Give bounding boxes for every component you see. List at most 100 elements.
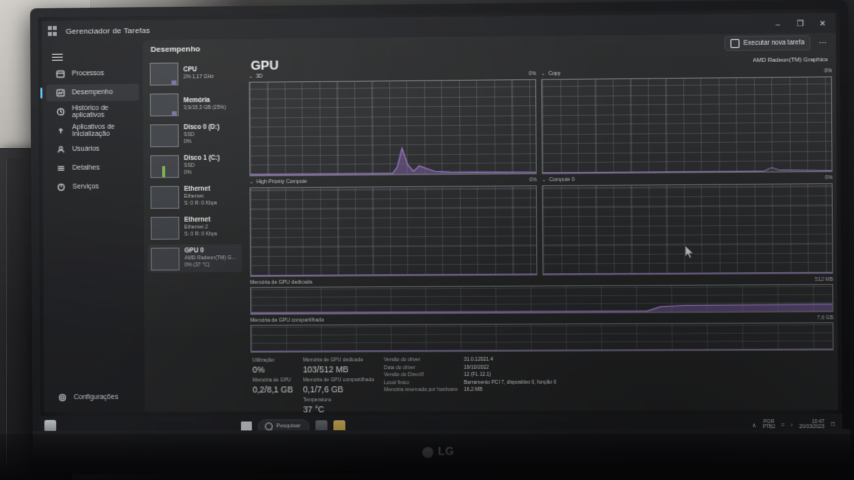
engine-charts-row-1: ⌄ 3D 0% [248,68,833,177]
resource-name: Disco 1 (C:) [183,154,220,162]
utilization-value: 0% [252,364,265,375]
sidebar-item-label: Histórico de aplicativos [71,104,109,119]
services-icon [57,183,66,192]
processes-icon [56,70,65,79]
sidebar-item-label: Serviços [72,183,99,191]
resource-text: Memória 3,9/15,3 GB (25%) [184,96,227,111]
resource-text: Disco 0 (D:) SSD 0% [184,124,220,146]
chart-hpc-plot [250,186,536,276]
task-manager-icon [47,25,59,36]
run-new-task-button[interactable]: Executar nova tarefa [724,34,811,51]
dedicated-stat-value: 103/512 MB [302,364,349,375]
stats-col-memory: Memória de GPU dedicada 103/512 MB Memór… [303,357,384,417]
sidebar-item-usuarios[interactable]: Usuários [47,140,140,158]
task-manager-window: Gerenciador de Tarefas – ❐ ✕ [41,12,839,414]
chevron-down-icon: ⌄ [248,73,253,80]
network-icon[interactable]: □ [781,422,785,429]
hamburger-icon[interactable] [42,42,143,65]
engine-chart-compute-0: ⌄ Compute 0 0% [541,175,834,276]
engine-chart-copy: ⌄ Copy 0% [541,68,833,175]
gpu-detail-pane: GPU AMD Radeon(TM) Graphics ⌄ 3D 0% [244,51,834,414]
sidebar-item-label: Configurações [73,393,119,402]
resource-sub1: 3,9/15,3 GB (25%) [183,104,227,111]
notifications-icon[interactable]: ☐ [830,422,836,429]
resource-sub2: 0% (37 °C) [184,262,210,269]
shared-memory-max: 7,6 GB [817,315,834,322]
mouse-cursor [684,244,695,259]
run-new-task-label: Executar nova tarefa [743,38,805,47]
sidebar-item-historico-de-aplicativos[interactable]: Histórico de aplicativos [46,103,139,121]
sidebar-item-label: Usuários [72,145,100,153]
maximize-button[interactable]: ❐ [796,18,804,28]
resource-sub1: 2% 1,17 GHz [183,73,214,80]
sidebar-item-detalhes[interactable]: Detalhes [47,159,140,177]
engine-chart-3d: ⌄ 3D 0% [248,71,537,177]
resource-name: Disco 0 (D:) [183,123,220,132]
header-actions: Executar nova tarefa ⋯ [724,34,828,51]
tray-chevron-icon[interactable]: ∧ [751,422,757,429]
engine-max: 0% [529,177,537,184]
resource-item-disco-0[interactable]: Disco 0 (D:) SSD 0% [147,121,241,150]
sidebar-item-label: Processos [71,70,105,78]
engine-label: Compute 0 [549,176,575,184]
window-controls: – ❐ ✕ [767,13,834,34]
chart-shared-plot [251,323,832,351]
monitor: Gerenciador de Tarefas – ❐ ✕ [30,0,851,475]
resource-sub2: 0% [183,169,192,176]
chevron-down-icon: ⌄ [541,177,547,184]
chevron-down-icon: ⌄ [249,179,254,186]
sidebar-item-processos[interactable]: Processos [46,65,139,83]
ethernet1-thumbnail [150,185,180,209]
chart-compute-0 [541,183,834,276]
engine-max: 0% [528,71,537,78]
sidebar-nav: Processos Desempenho His [42,39,145,413]
resource-text: Ethernet Ethernet 2 S: 0 R: 0 Kbps [184,216,217,238]
content-area: Desempenho Executar nova tarefa ⋯ [142,32,839,414]
sidebar-item-configuracoes[interactable]: Configurações [48,389,141,406]
sidebar-spacer [43,196,145,389]
users-icon [56,145,65,154]
stats-col-utilization: Utilização 0% Memória de GPU 0,2/8,1 GB [252,358,303,418]
volume-icon[interactable]: ♪ [790,422,793,429]
resource-item-ethernet-1[interactable]: Ethernet Ethernet S: 0 R: 0 Kbps [147,182,241,211]
chart-compute0-plot [543,184,832,274]
search-icon [264,422,273,431]
chart-3d-plot [250,80,536,176]
resource-item-cpu[interactable]: CPU 2% 1,17 GHz [147,59,241,88]
sidebar-item-servicos[interactable]: Serviços [47,178,140,196]
details-icon [57,164,66,173]
chart-dedicated-plot [251,285,833,314]
shared-memory-block: Memória de GPU compartilhada 7,6 GB [250,315,834,353]
resource-item-memoria[interactable]: Memória 3,9/15,3 GB (25%) [147,90,241,119]
chart-shared-memory [250,322,834,353]
new-task-icon [730,38,740,48]
sidebar-item-desempenho[interactable]: Desempenho [46,83,140,102]
history-icon [56,107,65,117]
resource-item-disco-1[interactable]: Disco 1 (C:) SSD 0% [147,152,241,181]
gear-icon [58,393,67,402]
gpu-model: AMD Radeon(TM) Graphics [752,57,828,64]
driver-info-keys: Versão do driver Data do driver Versão d… [383,357,458,394]
close-button[interactable]: ✕ [819,18,826,28]
startup-icon [56,126,65,135]
chart-copy [541,76,833,175]
sidebar-item-aplicativos-de-inicializacao[interactable]: Aplicativos de Inicialização [46,122,139,140]
resource-name: Ethernet [184,216,211,224]
resource-name: Ethernet [184,185,211,193]
monitor-screen: Gerenciador de Tarefas – ❐ ✕ [37,8,843,438]
engine-label: High Priority Compute [256,178,308,186]
minimize-button[interactable]: – [775,18,781,29]
window-body: Processos Desempenho His [42,32,839,414]
page-title: Desempenho [150,43,201,54]
resource-item-gpu-0[interactable]: GPU 0 AMD Radeon(TM) G... 0% (37 °C) [147,244,243,273]
ethernet2-thumbnail [150,216,180,240]
gpu-stats: Utilização 0% Memória de GPU 0,2/8,1 GB … [250,356,834,418]
resource-item-ethernet-2[interactable]: Ethernet Ethernet 2 S: 0 R: 0 Kbps [148,213,242,241]
resource-text: Ethernet Ethernet S: 0 R: 0 Kbps [184,186,217,208]
more-options-button[interactable]: ⋯ [818,37,828,47]
sidebar-item-label: Desempenho [71,88,113,97]
chart-high-priority-compute [249,185,538,278]
chart-3d [248,79,537,177]
cpu-thumbnail [149,62,179,86]
